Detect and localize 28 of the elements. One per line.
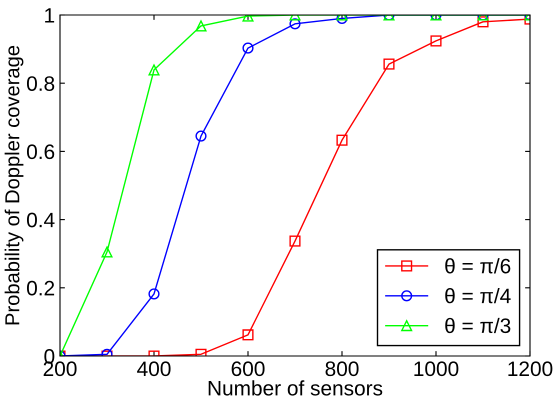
- point: [289, 18, 301, 30]
- x-axis-title: Number of sensors: [208, 380, 382, 396]
- x-tick-label: 1200: [508, 361, 552, 376]
- x-tick-label: 800: [326, 361, 359, 376]
- y-tick-label: 0.6: [26, 144, 54, 160]
- y-axis-title: Probability of Doppler coverage: [4, 46, 24, 324]
- y-tick-label: 0.4: [26, 212, 55, 228]
- point: [148, 288, 160, 300]
- y-tick-label: 0.8: [26, 76, 54, 91]
- point: [195, 130, 207, 142]
- legend-label: θ = π/6: [445, 258, 510, 274]
- x-tick-label: 1000: [414, 361, 458, 376]
- point: [336, 15, 348, 24]
- point: [336, 134, 348, 146]
- y-tick-label: 0.2: [26, 280, 54, 296]
- point: [148, 64, 160, 76]
- legend-label: θ = π/3: [445, 318, 510, 334]
- point: [242, 42, 254, 54]
- x-tick-label: 600: [232, 361, 265, 376]
- point: [289, 236, 301, 247]
- point: [195, 20, 207, 32]
- point: [101, 246, 113, 258]
- point: [477, 16, 489, 28]
- point: [383, 58, 395, 70]
- x-tick-label: 400: [137, 361, 171, 376]
- legend-label: θ = π/4: [445, 288, 511, 304]
- point: [430, 35, 442, 46]
- y-tick-label: 1: [45, 8, 54, 23]
